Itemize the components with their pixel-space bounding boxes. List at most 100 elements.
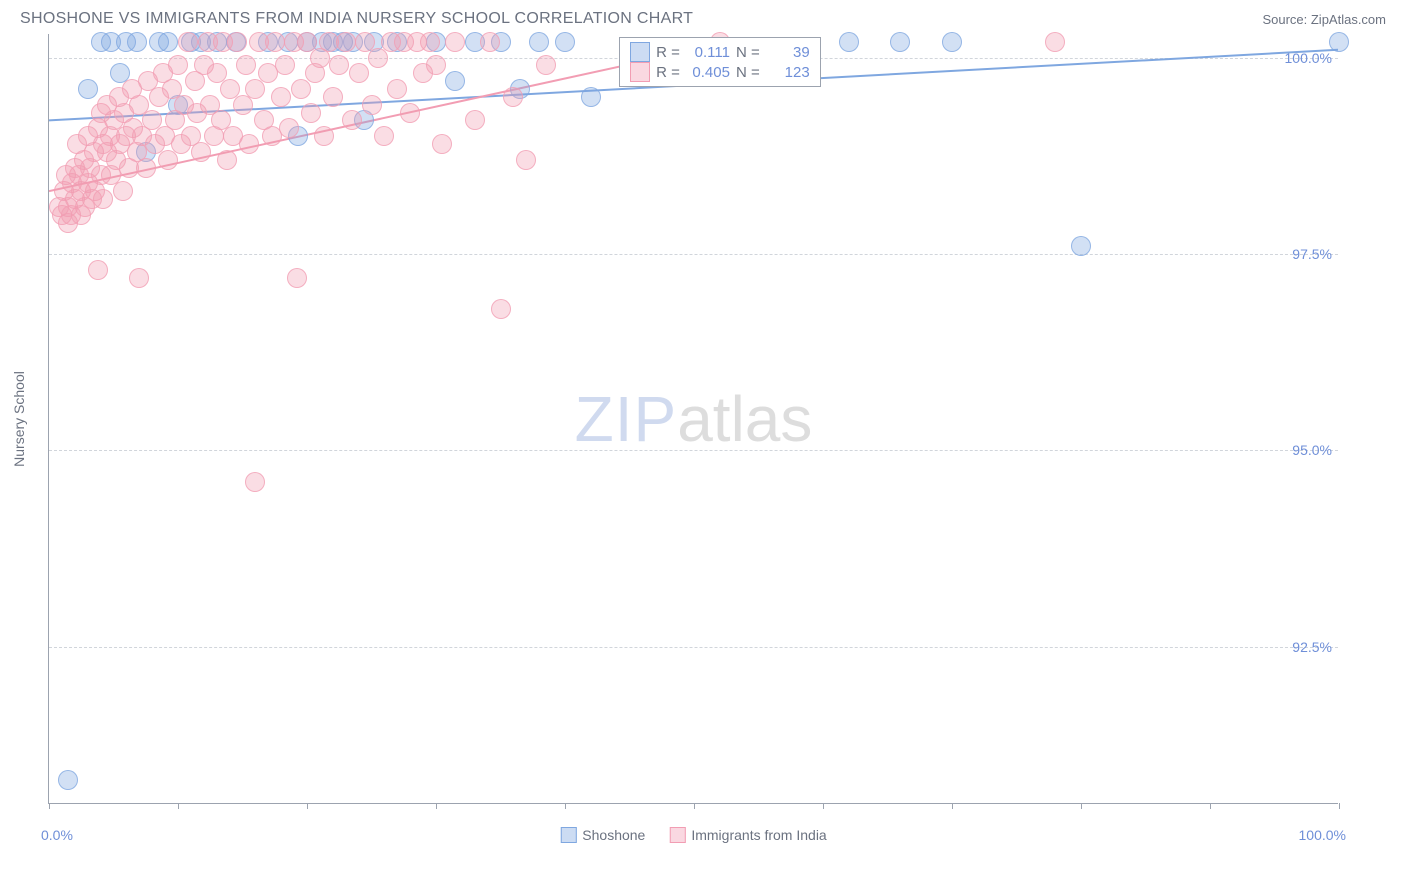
data-point-shoshone: [158, 32, 178, 52]
x-tick-mark: [823, 803, 824, 809]
data-point-shoshone: [127, 32, 147, 52]
data-point-india: [426, 55, 446, 75]
data-point-india: [301, 103, 321, 123]
data-point-india: [342, 110, 362, 130]
data-point-india: [349, 63, 369, 83]
data-point-india: [217, 150, 237, 170]
data-point-india: [136, 158, 156, 178]
data-point-india: [503, 87, 523, 107]
data-point-india: [329, 55, 349, 75]
y-tick-label: 100.0%: [1285, 50, 1332, 66]
data-point-india: [275, 55, 295, 75]
x-tick-mark: [694, 803, 695, 809]
y-tick-label: 92.5%: [1292, 639, 1332, 655]
legend-item-shoshone: Shoshone: [560, 827, 645, 843]
scatter-plot: Nursery School ZIPatlas 100.0%97.5%95.0%…: [48, 34, 1338, 804]
r-label: R =: [656, 44, 680, 61]
data-point-india: [1045, 32, 1065, 52]
data-point-shoshone: [1329, 32, 1349, 52]
series-legend: Shoshone Immigrants from India: [560, 827, 826, 843]
x-min-label: 0.0%: [41, 827, 73, 843]
watermark: ZIPatlas: [575, 382, 813, 456]
data-point-india: [374, 126, 394, 146]
grid-line: [49, 450, 1338, 451]
grid-line: [49, 254, 1338, 255]
x-tick-mark: [1081, 803, 1082, 809]
data-point-india: [491, 299, 511, 319]
chart-source: Source: ZipAtlas.com: [1262, 12, 1386, 27]
data-point-india: [323, 87, 343, 107]
x-tick-mark: [565, 803, 566, 809]
x-tick-mark: [436, 803, 437, 809]
data-point-shoshone: [890, 32, 910, 52]
data-point-shoshone: [529, 32, 549, 52]
data-point-india: [432, 134, 452, 154]
data-point-india: [368, 48, 388, 68]
swatch-shoshone: [630, 42, 650, 62]
data-point-india: [445, 32, 465, 52]
n-value-shoshone: 39: [766, 44, 810, 61]
data-point-india: [245, 472, 265, 492]
data-point-india: [420, 32, 440, 52]
legend-swatch-india: [669, 827, 685, 843]
data-point-india: [336, 32, 356, 52]
r-label: R =: [656, 64, 680, 81]
data-point-india: [387, 79, 407, 99]
data-point-india: [129, 268, 149, 288]
y-tick-label: 97.5%: [1292, 246, 1332, 262]
x-max-label: 100.0%: [1299, 827, 1346, 843]
data-point-shoshone: [58, 770, 78, 790]
chart-container: Nursery School ZIPatlas 100.0%97.5%95.0%…: [48, 34, 1386, 804]
chart-title: SHOSHONE VS IMMIGRANTS FROM INDIA NURSER…: [20, 10, 693, 28]
swatch-india: [630, 62, 650, 82]
x-tick-mark: [178, 803, 179, 809]
data-point-india: [265, 32, 285, 52]
data-point-india: [93, 189, 113, 209]
y-tick-label: 95.0%: [1292, 442, 1332, 458]
data-point-shoshone: [78, 79, 98, 99]
data-point-india: [113, 181, 133, 201]
data-point-india: [536, 55, 556, 75]
data-point-india: [239, 134, 259, 154]
x-tick-mark: [952, 803, 953, 809]
legend-label-india: Immigrants from India: [691, 827, 826, 843]
stats-row-india: R = 0.405 N = 123: [630, 62, 810, 82]
legend-label-shoshone: Shoshone: [582, 827, 645, 843]
data-point-shoshone: [581, 87, 601, 107]
r-value-india: 0.405: [686, 64, 730, 81]
source-label: Source:: [1262, 12, 1310, 27]
data-point-shoshone: [445, 71, 465, 91]
data-point-india: [88, 260, 108, 280]
data-point-shoshone: [839, 32, 859, 52]
stats-legend: R = 0.111 N = 39 R = 0.405 N = 123: [619, 37, 821, 87]
chart-header: SHOSHONE VS IMMIGRANTS FROM INDIA NURSER…: [0, 0, 1406, 34]
x-tick-mark: [1210, 803, 1211, 809]
data-point-india: [314, 126, 334, 146]
n-label: N =: [736, 44, 760, 61]
n-label: N =: [736, 64, 760, 81]
data-point-india: [271, 87, 291, 107]
watermark-right: atlas: [677, 383, 812, 455]
legend-swatch-shoshone: [560, 827, 576, 843]
x-tick-mark: [307, 803, 308, 809]
data-point-india: [245, 79, 265, 99]
data-point-india: [516, 150, 536, 170]
source-value: ZipAtlas.com: [1311, 12, 1386, 27]
x-tick-mark: [49, 803, 50, 809]
n-value-india: 123: [766, 64, 810, 81]
data-point-india: [236, 55, 256, 75]
x-tick-mark: [1339, 803, 1340, 809]
data-point-india: [291, 79, 311, 99]
data-point-india: [279, 118, 299, 138]
legend-item-india: Immigrants from India: [669, 827, 826, 843]
data-point-shoshone: [1071, 236, 1091, 256]
y-axis-label: Nursery School: [11, 371, 27, 467]
stats-row-shoshone: R = 0.111 N = 39: [630, 42, 810, 62]
data-point-india: [227, 32, 247, 52]
r-value-shoshone: 0.111: [686, 44, 730, 61]
data-point-shoshone: [942, 32, 962, 52]
grid-line: [49, 647, 1338, 648]
data-point-india: [465, 110, 485, 130]
data-point-india: [480, 32, 500, 52]
data-point-india: [400, 103, 420, 123]
